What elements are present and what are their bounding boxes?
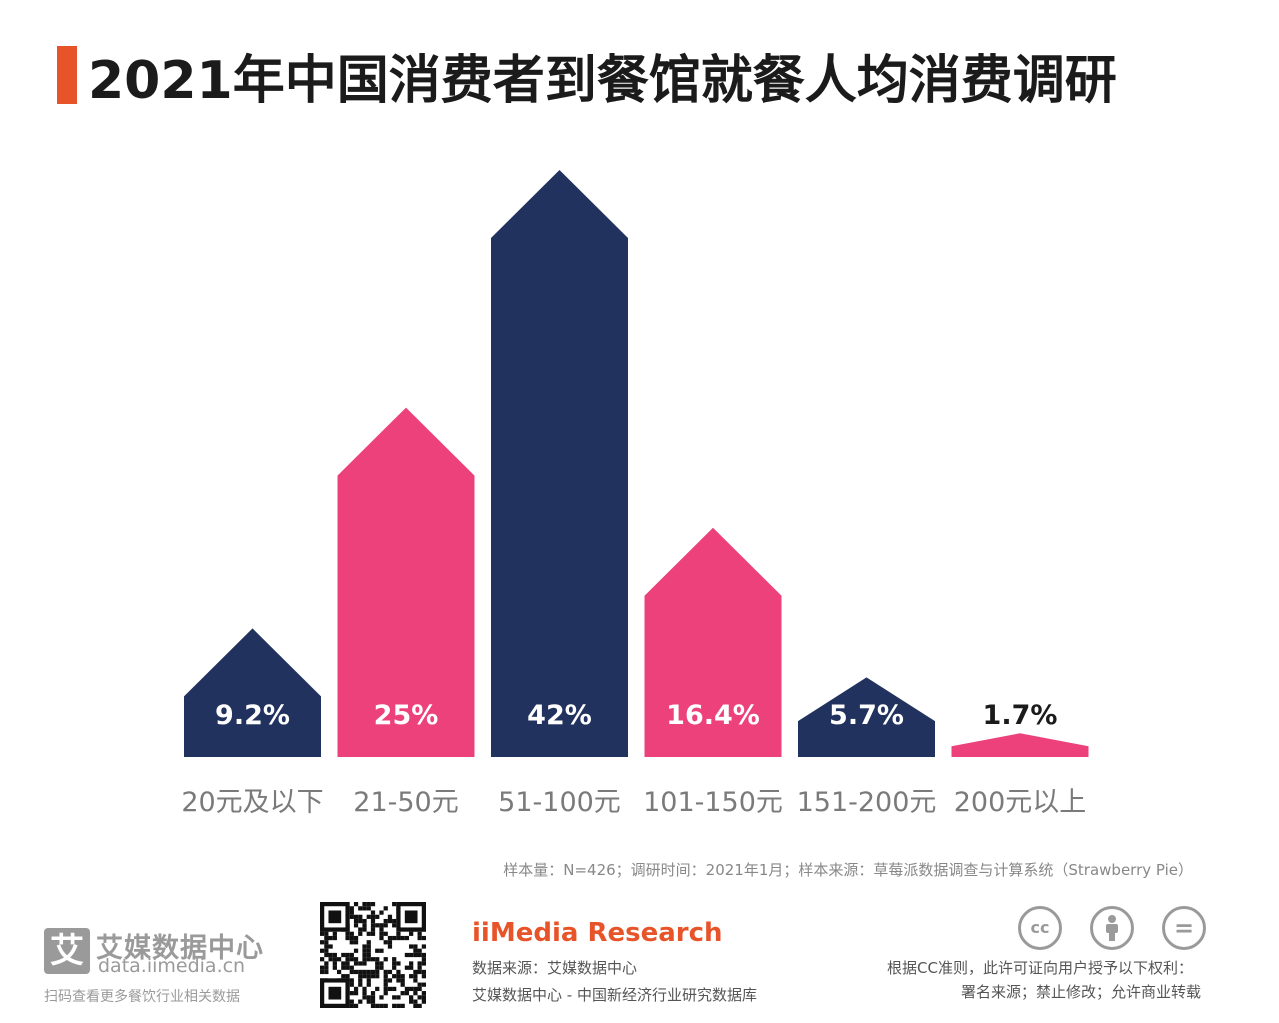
data-label-6: 1.7%	[983, 700, 1058, 731]
category-label-2: 21-50元	[353, 787, 458, 818]
iimedia-logo-icon: 艾	[44, 928, 90, 974]
qr-code-icon	[320, 902, 426, 1008]
cc-license-icons: cc =	[1018, 906, 1206, 950]
license-line-2: 署名来源；禁止修改；允许商业转载	[960, 983, 1201, 1001]
bar-1	[184, 628, 321, 757]
data-label-2: 25%	[374, 700, 439, 731]
data-label-4: 16.4%	[666, 700, 760, 731]
logo-tagline: 扫码查看更多餐饮行业相关数据	[44, 989, 240, 1005]
source-line-1: 数据来源：艾媒数据中心	[472, 959, 638, 977]
license-line-1: 根据CC准则，此许可证向用户授予以下权利：	[887, 959, 1193, 977]
bar-3	[491, 170, 628, 757]
sample-note: 样本量：N=426；调研时间：2021年1月；样本来源：草莓派数据调查与计算系统…	[503, 861, 1193, 879]
category-label-6: 200元以上	[954, 787, 1087, 818]
category-label-5: 151-200元	[797, 787, 937, 818]
attribution-icon	[1090, 906, 1134, 950]
data-label-1: 9.2%	[215, 700, 290, 731]
category-label-4: 101-150元	[643, 787, 783, 818]
logo-name: 艾媒数据中心	[96, 933, 264, 964]
logo-url: data.iimedia.cn	[98, 955, 246, 977]
bar-6	[951, 733, 1089, 757]
bar-2	[337, 407, 475, 757]
data-label-3: 42%	[527, 700, 592, 731]
title-accent-bar	[57, 46, 77, 104]
cc-icon: cc	[1018, 906, 1062, 950]
bar-4	[644, 527, 782, 757]
category-label-1: 20元及以下	[181, 787, 323, 818]
brand-name: iiMedia Research	[472, 918, 723, 948]
category-label-3: 51-100元	[498, 787, 621, 818]
page-title: 2021年中国消费者到餐馆就餐人均消费调研	[88, 51, 1117, 111]
bar-5	[798, 677, 935, 757]
source-line-2: 艾媒数据中心 - 中国新经济行业研究数据库	[472, 986, 757, 1004]
data-label-5: 5.7%	[829, 700, 904, 731]
no-derivatives-icon: =	[1162, 906, 1206, 950]
